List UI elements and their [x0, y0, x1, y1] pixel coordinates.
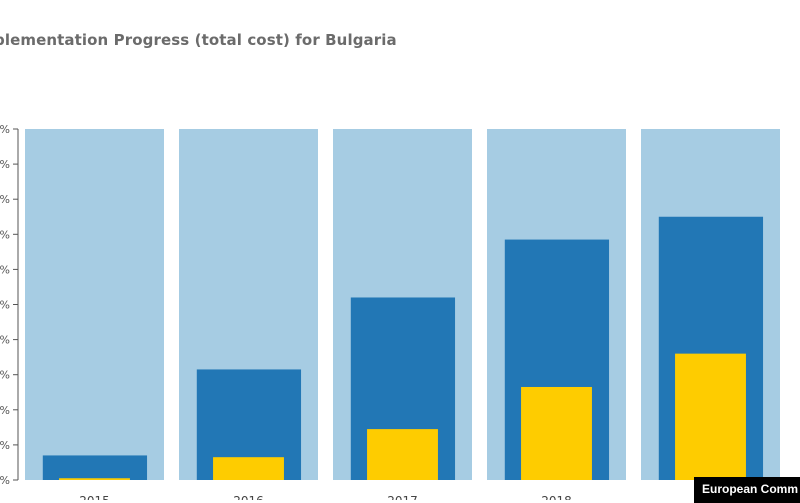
x-tick-label-2016: 2016	[233, 494, 264, 500]
bar-primary-2015	[42, 455, 148, 480]
bar-secondary-2018	[521, 386, 592, 480]
y-tick-label: %	[0, 123, 10, 136]
x-tick-label-2017: 2017	[387, 494, 418, 500]
bar-secondary-2017	[367, 429, 438, 480]
y-tick-label: %	[0, 263, 10, 276]
bar-secondary-2015	[59, 478, 130, 480]
x-tick-label-2015: 2015	[79, 494, 110, 500]
bar-secondary-2016	[213, 457, 284, 480]
y-tick-label: %	[0, 369, 10, 382]
chart-title: plementation Progress (total cost) for B…	[0, 31, 397, 49]
x-tick-label-2018: 2018	[541, 494, 572, 500]
y-tick-label: %	[0, 404, 10, 417]
y-tick-label: %	[0, 228, 10, 241]
y-tick-label: %	[0, 193, 10, 206]
bar-background-2015	[25, 129, 164, 480]
bar-secondary-2019	[675, 353, 746, 480]
y-axis: %%%%%%%%%%%	[0, 123, 19, 487]
y-tick-label: %	[0, 474, 10, 487]
y-tick-label: %	[0, 299, 10, 312]
y-tick-label: %	[0, 439, 10, 452]
secondary-bars	[59, 353, 746, 480]
x-axis: 2015 2016 2017 2018	[79, 494, 572, 500]
y-tick-label: %	[0, 334, 10, 347]
footer-badge[interactable]: European Comm	[694, 477, 800, 503]
y-tick-label: %	[0, 158, 10, 171]
